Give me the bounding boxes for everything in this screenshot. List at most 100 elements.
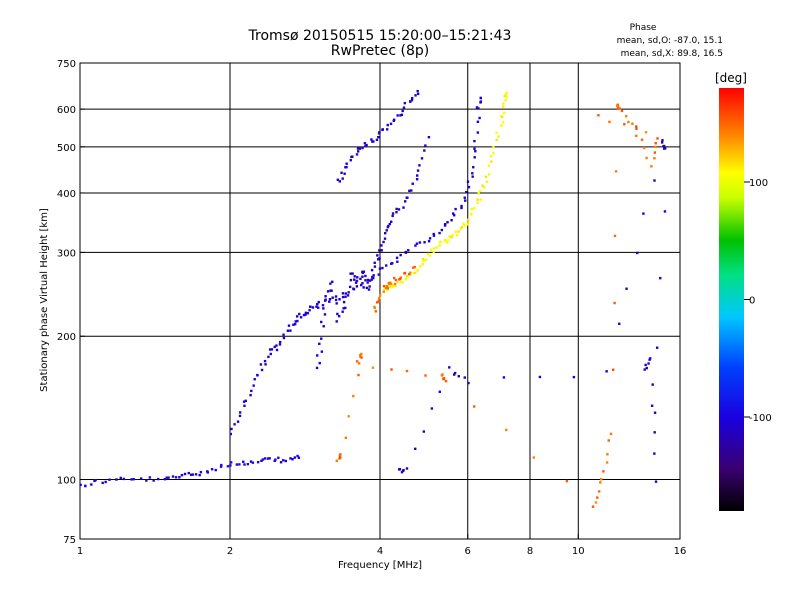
data-point bbox=[416, 174, 419, 177]
data-point bbox=[470, 208, 473, 211]
data-point bbox=[471, 172, 474, 175]
data-point bbox=[326, 290, 330, 293]
data-point bbox=[408, 272, 411, 276]
stats-line-o: mean, sd,O: -87.0, 15.1 bbox=[617, 36, 723, 46]
data-point bbox=[263, 457, 267, 460]
data-point bbox=[428, 237, 432, 240]
data-point bbox=[645, 156, 648, 160]
data-point bbox=[399, 281, 403, 284]
data-point bbox=[654, 145, 657, 149]
data-point bbox=[442, 377, 446, 380]
data-point bbox=[256, 460, 260, 464]
data-point bbox=[236, 420, 240, 423]
data-point bbox=[631, 122, 634, 125]
data-point bbox=[190, 473, 193, 476]
data-point bbox=[453, 371, 457, 375]
data-point bbox=[373, 306, 377, 310]
data-point bbox=[504, 93, 508, 96]
data-point bbox=[502, 105, 505, 108]
data-point bbox=[648, 358, 651, 361]
data-point bbox=[443, 224, 447, 227]
data-point bbox=[370, 278, 373, 281]
data-point bbox=[416, 269, 419, 272]
data-point bbox=[416, 92, 420, 96]
data-point bbox=[337, 314, 341, 318]
data-point bbox=[489, 155, 493, 158]
data-point bbox=[432, 234, 436, 237]
y-tick-label: 100 bbox=[57, 476, 76, 487]
data-point bbox=[322, 307, 325, 310]
data-point bbox=[446, 221, 449, 224]
data-point bbox=[452, 373, 456, 376]
data-point bbox=[414, 271, 417, 275]
data-point bbox=[287, 324, 291, 327]
data-point bbox=[409, 271, 412, 275]
data-point bbox=[467, 381, 470, 385]
data-point bbox=[381, 128, 385, 131]
data-point bbox=[342, 300, 346, 304]
data-point bbox=[438, 231, 441, 235]
data-point bbox=[653, 179, 656, 182]
data-point bbox=[418, 164, 421, 167]
data-point bbox=[156, 477, 160, 481]
data-point bbox=[438, 390, 441, 393]
data-point bbox=[398, 468, 402, 471]
data-point bbox=[349, 278, 353, 282]
data-point bbox=[481, 184, 484, 187]
x-tick-label: 16 bbox=[674, 546, 687, 557]
data-point bbox=[368, 285, 371, 288]
data-point bbox=[373, 265, 377, 268]
data-point bbox=[492, 151, 495, 155]
data-point bbox=[451, 212, 455, 215]
data-point bbox=[378, 296, 381, 300]
data-point bbox=[357, 373, 360, 377]
data-point bbox=[448, 366, 451, 369]
data-point bbox=[278, 340, 282, 344]
data-point bbox=[229, 461, 233, 464]
data-point bbox=[423, 149, 426, 152]
data-point bbox=[477, 107, 480, 110]
data-point bbox=[421, 263, 424, 266]
data-point bbox=[617, 106, 620, 110]
data-point bbox=[360, 356, 363, 359]
data-point bbox=[243, 404, 246, 408]
data-point bbox=[348, 285, 352, 289]
colorbar-ticks: 100 0 -100 bbox=[744, 178, 772, 424]
data-point bbox=[347, 291, 350, 294]
data-point bbox=[339, 453, 342, 456]
colorbar: [deg] 100 0 -100 bbox=[715, 71, 772, 511]
data-point bbox=[487, 164, 491, 167]
data-point bbox=[472, 166, 475, 169]
data-point bbox=[400, 470, 404, 474]
data-point bbox=[385, 285, 389, 288]
data-point bbox=[360, 352, 363, 356]
data-point bbox=[654, 142, 657, 145]
data-point bbox=[460, 226, 464, 229]
data-point bbox=[194, 473, 198, 476]
data-point bbox=[261, 458, 265, 461]
data-point bbox=[394, 278, 398, 282]
data-point bbox=[407, 249, 410, 252]
data-point bbox=[648, 357, 652, 360]
data-point bbox=[653, 411, 657, 414]
data-point bbox=[318, 361, 321, 365]
data-point bbox=[308, 309, 311, 312]
data-point bbox=[353, 278, 356, 281]
data-point bbox=[642, 212, 645, 215]
data-point bbox=[473, 139, 476, 143]
data-point bbox=[377, 299, 381, 302]
data-point bbox=[335, 302, 338, 305]
data-point bbox=[624, 114, 628, 118]
data-point bbox=[479, 100, 483, 103]
data-point bbox=[249, 460, 253, 463]
data-point bbox=[385, 229, 388, 232]
data-point bbox=[274, 458, 277, 461]
data-point bbox=[572, 375, 576, 379]
data-point bbox=[328, 297, 332, 301]
data-point bbox=[416, 169, 420, 172]
stats-heading: Phase bbox=[630, 23, 657, 33]
data-point bbox=[364, 274, 367, 278]
data-point bbox=[384, 286, 388, 290]
data-point bbox=[391, 285, 395, 288]
